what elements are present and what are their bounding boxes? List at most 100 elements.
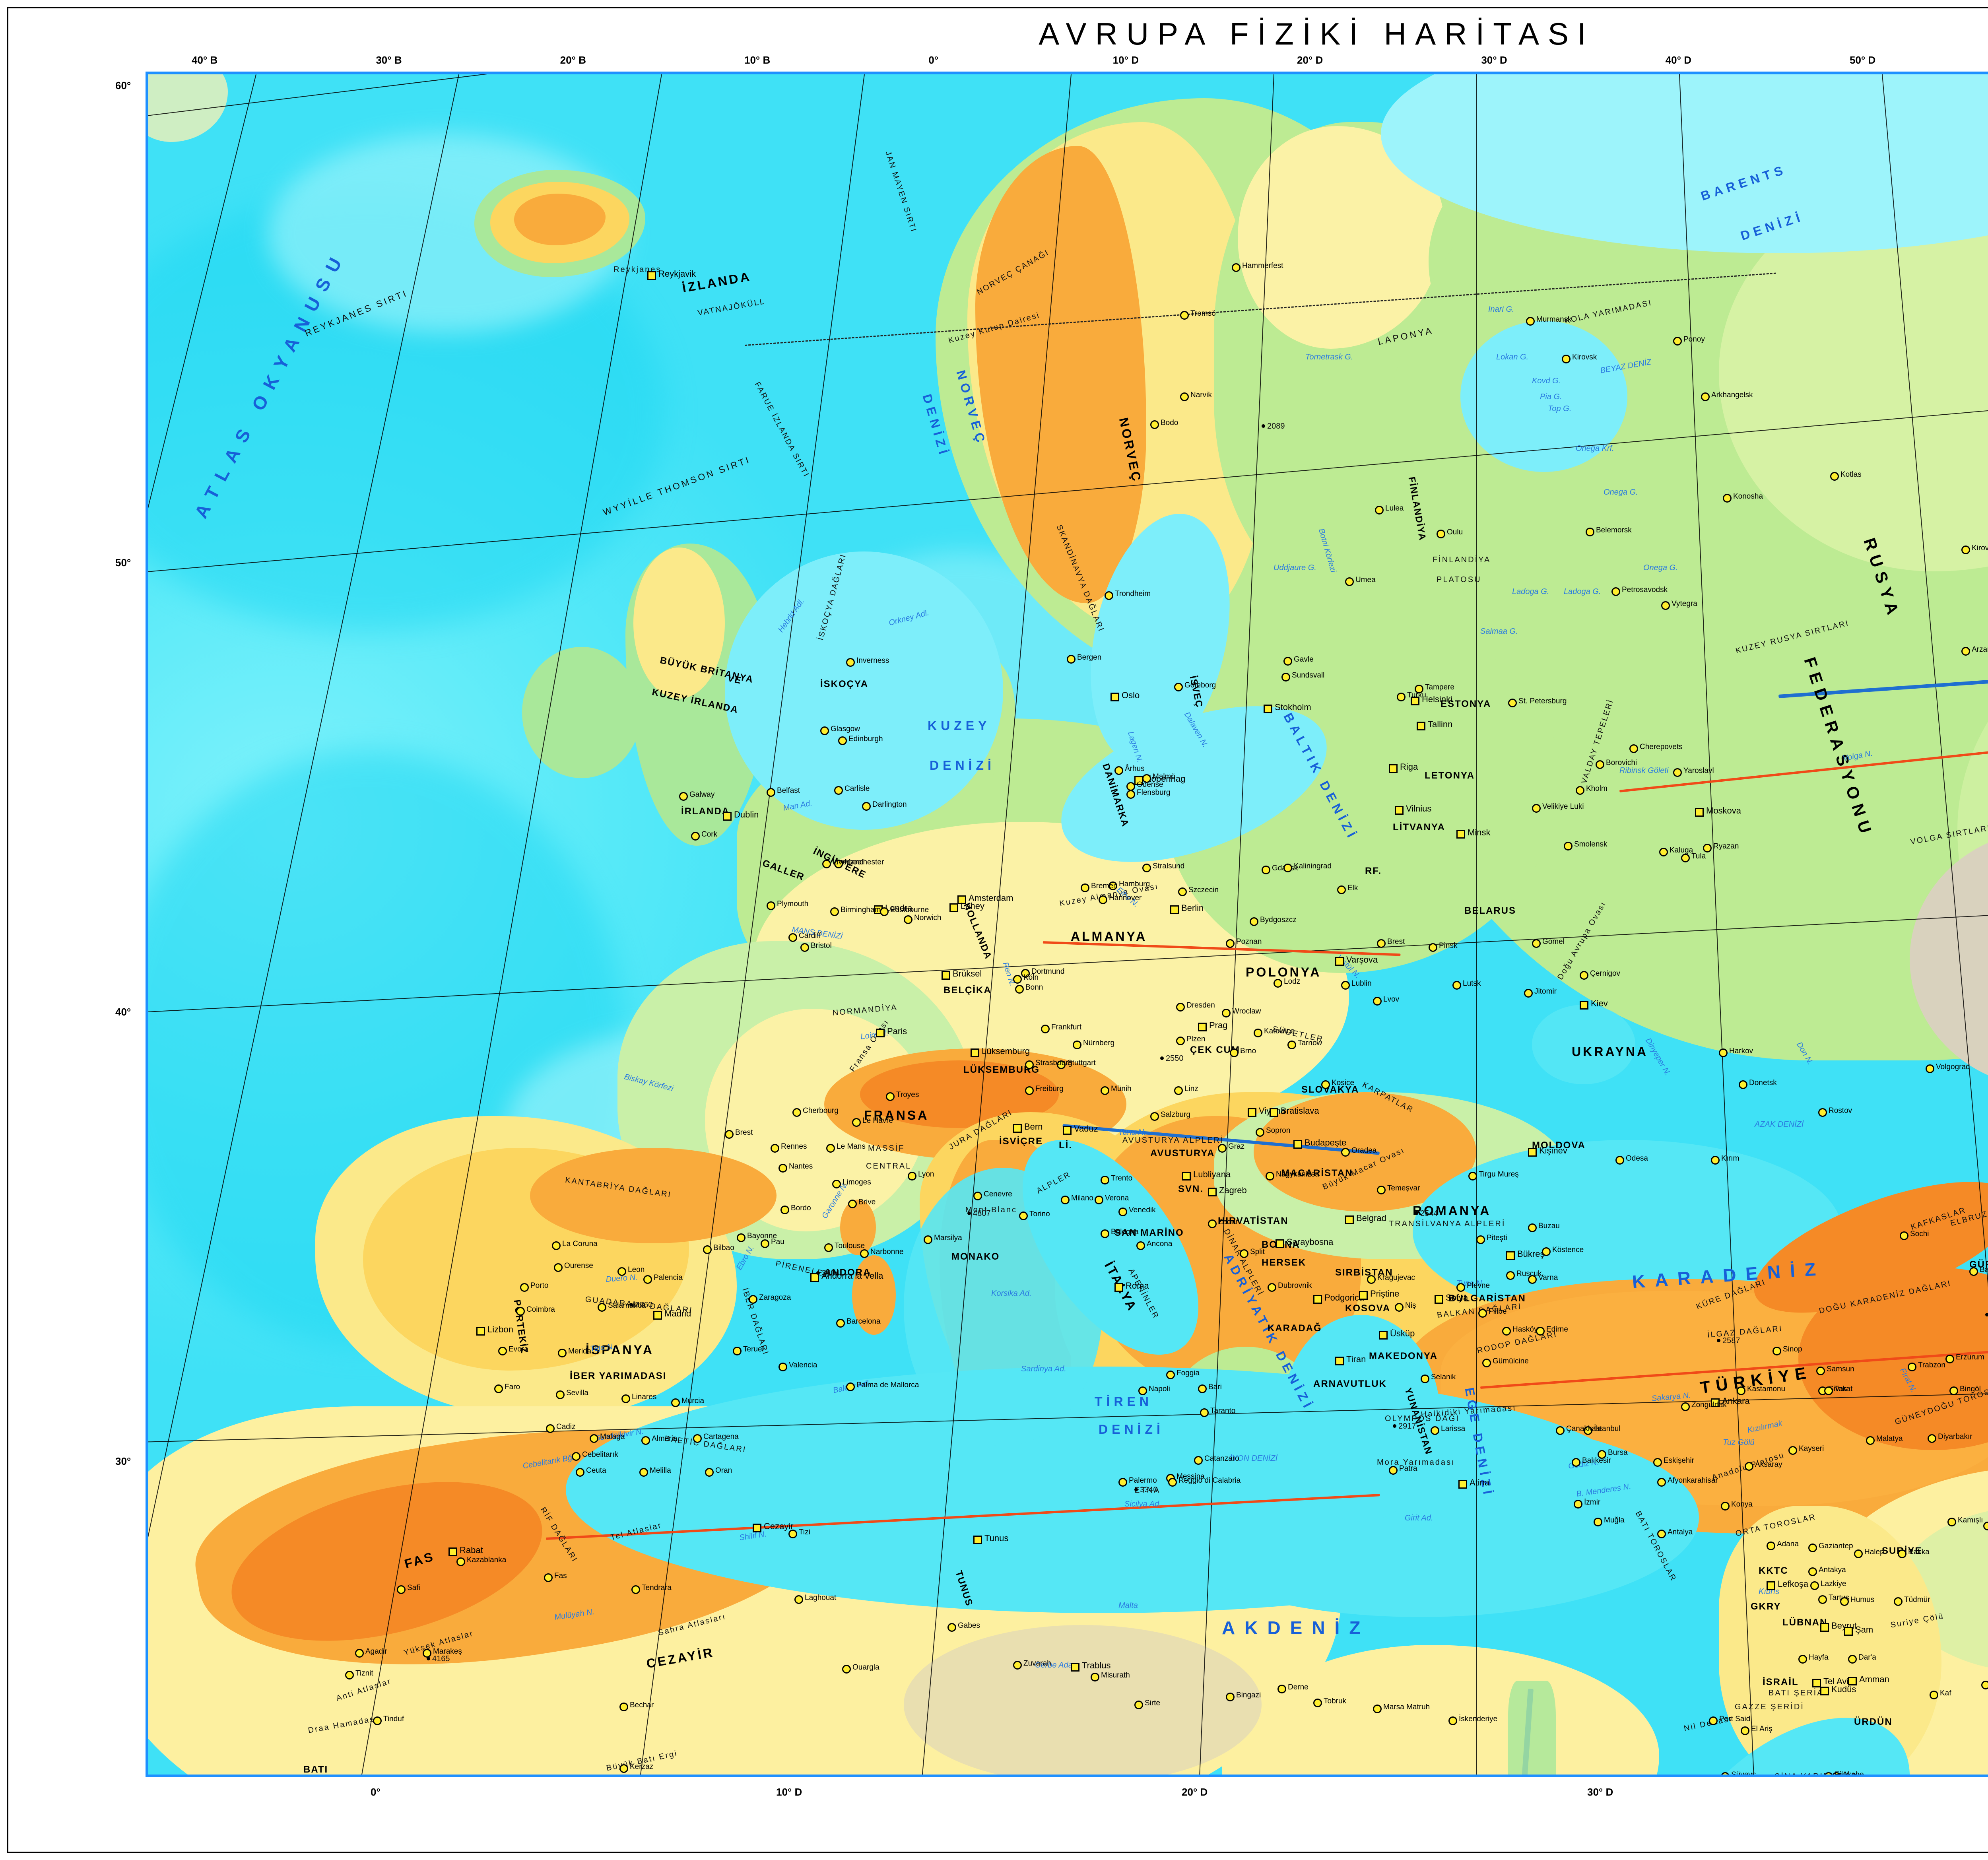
- settlement-marker[interactable]: [1611, 587, 1620, 596]
- capital-marker[interactable]: [1695, 808, 1704, 817]
- settlement-marker[interactable]: [780, 1206, 789, 1214]
- capital-marker[interactable]: [810, 1273, 819, 1282]
- settlement-marker[interactable]: [1615, 1156, 1624, 1165]
- capital-marker[interactable]: [1528, 1148, 1537, 1157]
- settlement-marker[interactable]: [1653, 1458, 1662, 1467]
- settlement-marker[interactable]: [1287, 1041, 1296, 1049]
- settlement-marker[interactable]: [1945, 1355, 1954, 1363]
- settlement-marker[interactable]: [1719, 1048, 1728, 1057]
- settlement-marker[interactable]: [725, 1130, 734, 1139]
- settlement-marker[interactable]: [1073, 1041, 1081, 1049]
- settlement-marker[interactable]: [822, 860, 831, 868]
- settlement-marker[interactable]: [1178, 887, 1187, 896]
- settlement-marker[interactable]: [1174, 1086, 1183, 1095]
- settlement-marker[interactable]: [1025, 1086, 1034, 1095]
- settlement-marker[interactable]: [1373, 1705, 1382, 1713]
- capital-marker[interactable]: [1071, 1663, 1079, 1672]
- settlement-marker[interactable]: [1657, 1478, 1666, 1487]
- settlement-marker[interactable]: [1281, 673, 1290, 681]
- settlement-marker[interactable]: [1798, 1655, 1807, 1664]
- settlement-marker[interactable]: [1168, 1478, 1177, 1487]
- capital-marker[interactable]: [1395, 806, 1404, 815]
- settlement-marker[interactable]: [1180, 392, 1189, 401]
- settlement-marker[interactable]: [1528, 1223, 1537, 1232]
- settlement-marker[interactable]: [1947, 1518, 1956, 1526]
- settlement-marker[interactable]: [1928, 1434, 1936, 1443]
- settlement-marker[interactable]: [639, 1468, 648, 1477]
- settlement-marker[interactable]: [1961, 647, 1970, 656]
- settlement-marker[interactable]: [834, 860, 843, 868]
- settlement-marker[interactable]: [800, 943, 809, 952]
- settlement-marker[interactable]: [733, 1347, 742, 1355]
- settlement-marker[interactable]: [552, 1241, 561, 1250]
- settlement-marker[interactable]: [1824, 1386, 1833, 1395]
- settlement-marker[interactable]: [1773, 1347, 1781, 1355]
- settlement-marker[interactable]: [908, 1172, 916, 1180]
- settlement-marker[interactable]: [520, 1283, 529, 1292]
- settlement-marker[interactable]: [1256, 1128, 1264, 1137]
- settlement-marker[interactable]: [345, 1671, 354, 1679]
- settlement-marker[interactable]: [1136, 1241, 1145, 1250]
- capital-marker[interactable]: [1411, 697, 1419, 705]
- settlement-marker[interactable]: [1528, 1275, 1537, 1284]
- settlement-marker[interactable]: [1866, 1436, 1875, 1445]
- settlement-marker[interactable]: [516, 1307, 525, 1316]
- settlement-marker[interactable]: [1283, 864, 1292, 872]
- settlement-marker[interactable]: [1482, 1359, 1491, 1367]
- settlement-marker[interactable]: [554, 1263, 563, 1272]
- settlement-marker[interactable]: [1586, 528, 1594, 536]
- settlement-marker[interactable]: [1818, 1108, 1827, 1117]
- settlement-marker[interactable]: [1429, 943, 1437, 952]
- settlement-marker[interactable]: [1709, 1716, 1718, 1725]
- settlement-marker[interactable]: [1448, 1716, 1457, 1725]
- settlement-marker[interactable]: [1415, 685, 1423, 693]
- capital-marker[interactable]: [1293, 1140, 1302, 1149]
- settlement-marker[interactable]: [1262, 866, 1270, 874]
- settlement-marker[interactable]: [1395, 1303, 1404, 1312]
- settlement-marker[interactable]: [1101, 1176, 1109, 1184]
- settlement-marker[interactable]: [1321, 1080, 1330, 1089]
- settlement-marker[interactable]: [1542, 1247, 1551, 1256]
- settlement-marker[interactable]: [846, 1382, 855, 1391]
- settlement-marker[interactable]: [621, 1394, 630, 1403]
- capital-marker[interactable]: [1313, 1295, 1322, 1304]
- settlement-marker[interactable]: [1556, 1426, 1565, 1435]
- settlement-marker[interactable]: [576, 1468, 584, 1477]
- settlement-marker[interactable]: [1739, 1080, 1747, 1089]
- settlement-marker[interactable]: [834, 786, 843, 795]
- capital-marker[interactable]: [1848, 1677, 1857, 1685]
- capital-marker[interactable]: [647, 271, 656, 280]
- settlement-marker[interactable]: [1266, 1172, 1274, 1180]
- capital-marker[interactable]: [1844, 1627, 1853, 1636]
- settlement-marker[interactable]: [737, 1233, 746, 1242]
- settlement-marker[interactable]: [631, 1585, 640, 1594]
- settlement-marker[interactable]: [1126, 782, 1135, 791]
- capital-marker[interactable]: [1182, 1172, 1191, 1180]
- settlement-marker[interactable]: [1101, 1086, 1109, 1095]
- capital-marker[interactable]: [653, 1311, 662, 1320]
- settlement-marker[interactable]: [1456, 1283, 1465, 1292]
- settlement-marker[interactable]: [1508, 699, 1517, 707]
- settlement-marker[interactable]: [1564, 842, 1573, 850]
- settlement-marker[interactable]: [1526, 317, 1535, 326]
- settlement-marker[interactable]: [1019, 1212, 1028, 1220]
- settlement-marker[interactable]: [558, 1349, 567, 1357]
- settlement-marker[interactable]: [1226, 1693, 1235, 1701]
- settlement-marker[interactable]: [862, 802, 871, 811]
- settlement-marker[interactable]: [1341, 1148, 1350, 1157]
- settlement-marker[interactable]: [1961, 546, 1970, 554]
- settlement-marker[interactable]: [1150, 1112, 1159, 1121]
- settlement-marker[interactable]: [1898, 1549, 1906, 1558]
- settlement-marker[interactable]: [1673, 337, 1682, 346]
- capital-marker[interactable]: [876, 1029, 885, 1037]
- settlement-marker[interactable]: [1788, 1446, 1797, 1455]
- settlement-marker[interactable]: [820, 726, 829, 735]
- settlement-marker[interactable]: [1701, 392, 1710, 401]
- settlement-marker[interactable]: [1232, 263, 1241, 272]
- settlement-marker[interactable]: [788, 933, 797, 942]
- capital-marker[interactable]: [1114, 1283, 1123, 1292]
- settlement-marker[interactable]: [1598, 1450, 1606, 1459]
- settlement-marker[interactable]: [1126, 790, 1135, 799]
- capital-marker[interactable]: [1208, 1188, 1217, 1196]
- settlement-marker[interactable]: [1711, 1156, 1720, 1165]
